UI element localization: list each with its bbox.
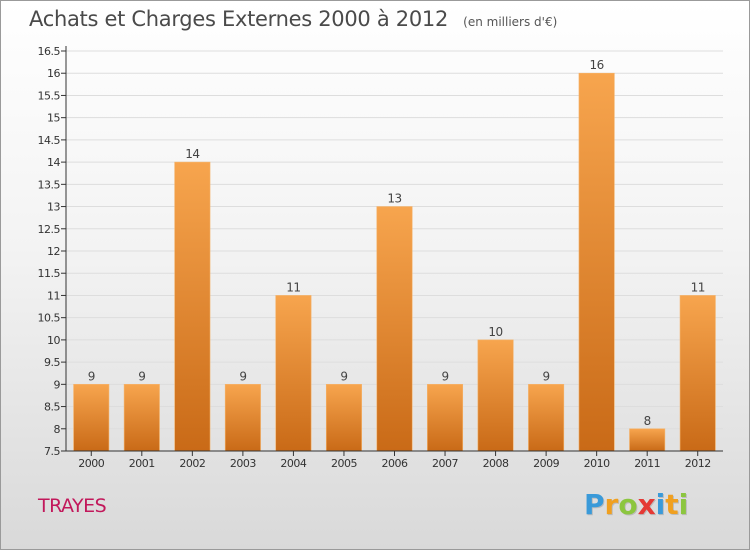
- y-tick-label: 13.5: [38, 178, 61, 191]
- x-tick-label: 2009: [533, 457, 559, 470]
- logo-letter: x: [637, 488, 656, 521]
- x-tick-label: 2011: [634, 457, 660, 470]
- bar: [578, 72, 615, 452]
- bars: [73, 72, 716, 452]
- bar: [224, 384, 261, 452]
- chart-title: Achats et Charges Externes 2000 à 2012: [29, 7, 449, 31]
- data-label: 13: [387, 192, 401, 206]
- x-tick-label: 2007: [432, 457, 458, 470]
- y-tick-label: 14: [47, 156, 60, 169]
- logo-letter: P: [584, 488, 605, 521]
- x-tick-label: 2012: [685, 457, 711, 470]
- logo-letter: r: [604, 488, 619, 521]
- place-name: TRAYES: [38, 495, 107, 517]
- y-tick-label: 8.5: [44, 401, 60, 414]
- y-tick-label: 10.5: [38, 312, 61, 325]
- bar: [528, 384, 565, 452]
- y-tick-label: 9.5: [44, 356, 60, 369]
- data-label: 10: [488, 325, 502, 339]
- chart-subtitle: (en milliers d'€): [463, 15, 558, 29]
- x-tick-label: 2005: [331, 457, 357, 470]
- y-tick-label: 10: [47, 334, 60, 347]
- x-tick-label: 2006: [382, 457, 408, 470]
- y-tick-label: 11: [47, 289, 60, 302]
- x-tick-label: 2010: [584, 457, 610, 470]
- bar: [174, 161, 211, 452]
- y-tick-label: 7.5: [44, 445, 60, 458]
- proxiti-logo[interactable]: Proxiti: [584, 488, 688, 521]
- y-tick-label: 11.5: [38, 267, 61, 280]
- x-tick-label: 2003: [230, 457, 256, 470]
- bar: [376, 206, 413, 452]
- data-label: 8: [644, 414, 651, 428]
- y-tick-label: 16.5: [38, 45, 61, 58]
- bar: [325, 384, 362, 452]
- data-label: 9: [543, 369, 550, 383]
- logo-letter: i: [678, 488, 689, 521]
- x-tick-label: 2001: [129, 457, 155, 470]
- bar: [123, 384, 160, 452]
- data-label: 11: [286, 280, 300, 294]
- logo-letter: o: [618, 488, 638, 521]
- bar: [427, 384, 464, 452]
- x-tick-label: 2000: [78, 457, 104, 470]
- title-row: Achats et Charges Externes 2000 à 2012 (…: [29, 7, 557, 31]
- y-tick-label: 15: [47, 112, 60, 125]
- axes: 7.5 8 8.5 9 9.5 10 10.5 11 11.5 12 12.5 13 13.5 14 14.…: [38, 45, 723, 470]
- bar: [275, 295, 312, 452]
- data-label: 9: [340, 369, 347, 383]
- data-label: 9: [239, 369, 246, 383]
- y-tick-label: 15.5: [38, 89, 61, 102]
- bar: [679, 295, 716, 452]
- logo-letter: t: [665, 488, 679, 521]
- x-tick-label: 2008: [483, 457, 509, 470]
- x-tick-label: 2004: [280, 457, 306, 470]
- y-tick-label: 12: [47, 245, 60, 258]
- data-label: 16: [590, 58, 604, 72]
- data-label: 9: [138, 369, 145, 383]
- data-label: 14: [185, 147, 199, 161]
- y-tick-label: 13: [47, 201, 60, 214]
- bar: [73, 384, 110, 452]
- y-tick-label: 12.5: [38, 223, 61, 236]
- data-label: 9: [88, 369, 95, 383]
- y-tick-label: 9: [54, 378, 61, 391]
- data-label: 11: [691, 280, 705, 294]
- data-labels: 9 9 14 9 11 9 13 9 10 9 16 8 11: [88, 58, 706, 428]
- y-tick-label: 8: [54, 423, 61, 436]
- data-label: 9: [441, 369, 448, 383]
- y-tick-label: 16: [47, 67, 60, 80]
- bar: [629, 428, 666, 452]
- x-tick-label: 2002: [179, 457, 205, 470]
- logo-letter: i: [655, 488, 666, 521]
- y-tick-label: 14.5: [38, 134, 61, 147]
- bar: [477, 339, 514, 452]
